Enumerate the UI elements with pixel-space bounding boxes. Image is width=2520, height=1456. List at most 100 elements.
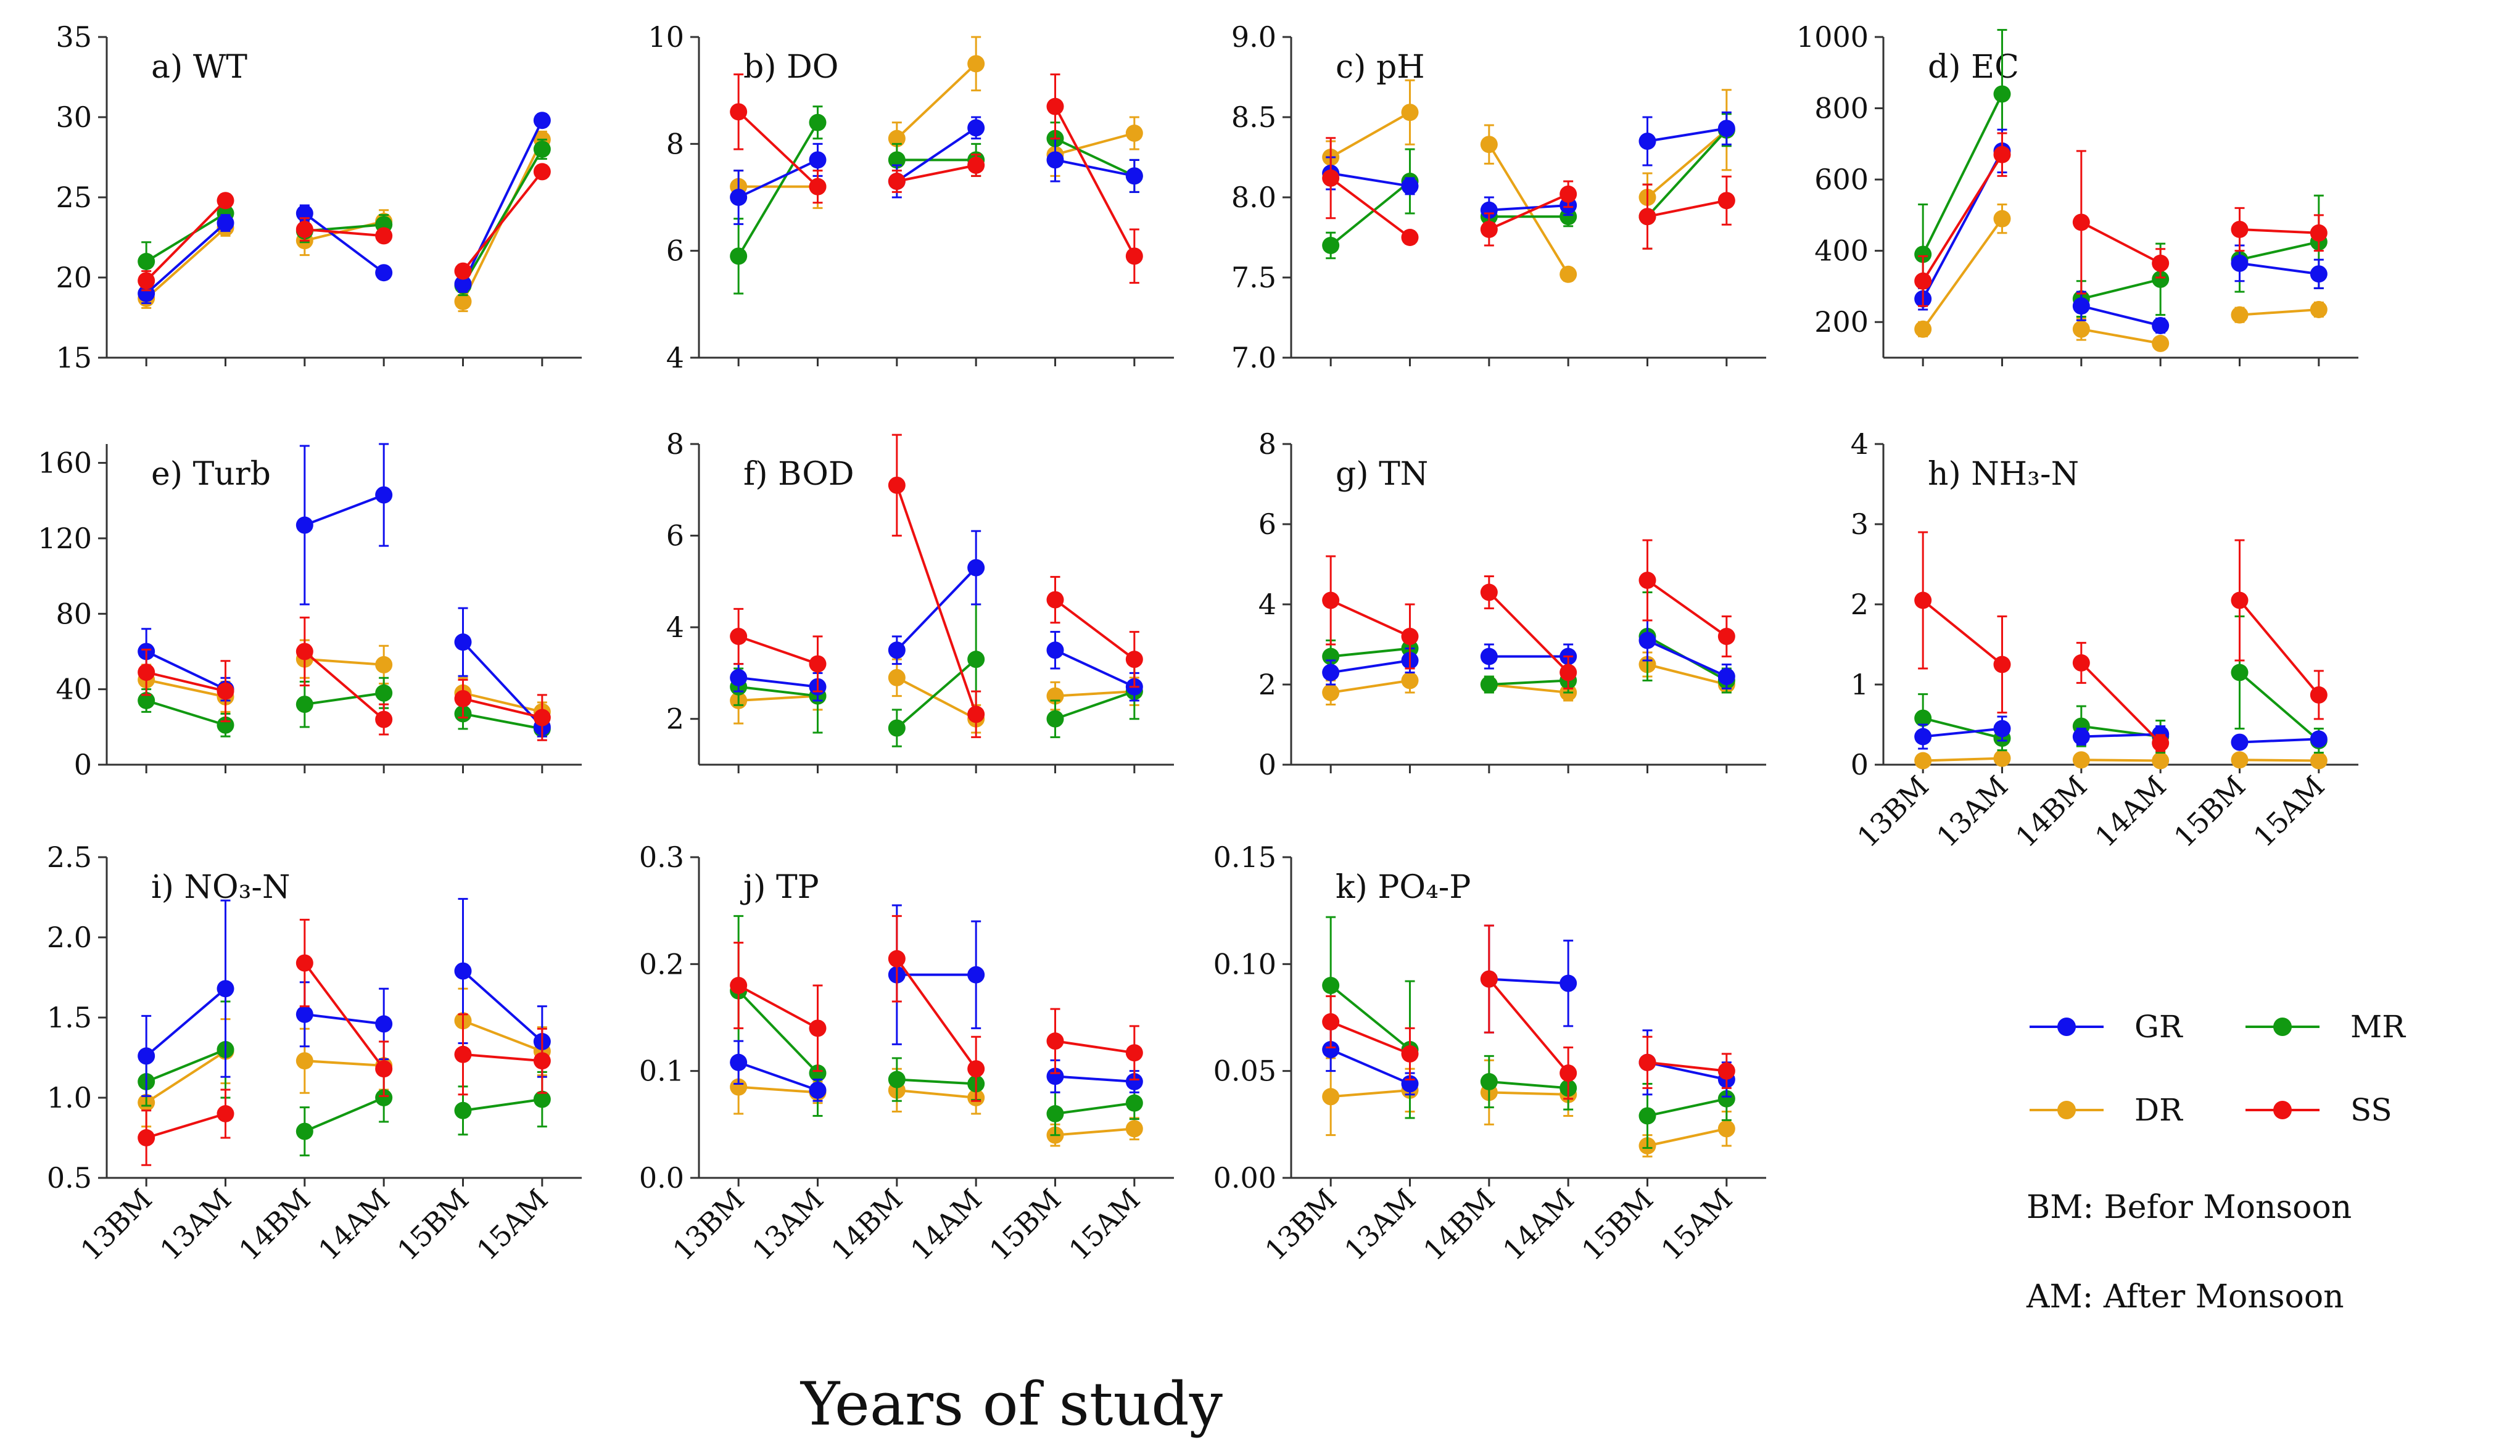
panel-title: d) EC bbox=[1928, 49, 2019, 86]
panel-d: 200 400 600 800 1000 d) EC bbox=[1796, 20, 2358, 366]
y-tick-label: 800 bbox=[1814, 92, 1869, 125]
series-line-SS bbox=[738, 635, 819, 665]
data-point-SS bbox=[730, 103, 748, 121]
data-point-GR bbox=[1914, 728, 1932, 746]
y-tick-label: 6 bbox=[1258, 508, 1276, 541]
data-point-SS bbox=[138, 1129, 155, 1146]
data-point-SS bbox=[1914, 272, 1932, 290]
data-point-DR bbox=[1322, 684, 1340, 701]
series-SS bbox=[1322, 137, 1735, 250]
data-point-DR bbox=[1401, 104, 1419, 121]
data-point-SS bbox=[888, 476, 906, 494]
data-point-MR bbox=[1717, 1090, 1735, 1108]
series-line-GR bbox=[1055, 1075, 1134, 1083]
data-point-GR bbox=[454, 275, 472, 293]
data-point-MR bbox=[1480, 676, 1498, 693]
data-point-DR bbox=[1322, 1088, 1340, 1106]
series-line-GR bbox=[461, 120, 543, 285]
data-point-MR bbox=[375, 1089, 393, 1106]
data-point-SS bbox=[533, 163, 551, 181]
data-point-SS bbox=[1560, 185, 1577, 203]
y-tick-label: 0.10 bbox=[1213, 947, 1276, 981]
data-point-MR bbox=[1993, 85, 2011, 103]
data-point-GR bbox=[1480, 648, 1498, 665]
data-point-GR bbox=[1046, 1067, 1064, 1085]
data-point-SS bbox=[888, 173, 906, 190]
series-line-GR bbox=[462, 641, 543, 728]
series-line-DR bbox=[304, 1059, 384, 1067]
y-tick-label: 25 bbox=[56, 181, 92, 214]
series-GR bbox=[1914, 715, 2328, 751]
panel-title: g) TN bbox=[1336, 456, 1428, 493]
y-tick-label: 4 bbox=[666, 341, 684, 374]
data-point-SS bbox=[375, 710, 393, 728]
series-line-GR bbox=[304, 1013, 384, 1026]
x-axis-title: Years of study bbox=[799, 1370, 1223, 1439]
series-SS bbox=[138, 918, 551, 1166]
data-point-SS bbox=[1401, 229, 1419, 246]
data-point-SS bbox=[1638, 572, 1656, 589]
y-tick-label: 200 bbox=[1814, 305, 1869, 339]
data-point-DR bbox=[2231, 306, 2249, 324]
series-line-GR bbox=[146, 650, 226, 691]
data-point-GR bbox=[1717, 120, 1735, 138]
data-point-SS bbox=[1125, 651, 1143, 668]
data-point-SS bbox=[138, 272, 155, 290]
y-tick-label: 120 bbox=[38, 522, 92, 555]
data-point-GR bbox=[138, 285, 155, 302]
y-tick-label: 4 bbox=[666, 611, 684, 644]
data-point-SS bbox=[1322, 1013, 1340, 1030]
series-line-MR bbox=[2239, 241, 2320, 261]
series-line-SS bbox=[146, 1113, 226, 1139]
series-line-GR bbox=[304, 493, 384, 527]
legend-note: AM: After Monsoon bbox=[2026, 1278, 2344, 1315]
series-line-DR bbox=[145, 226, 226, 300]
data-point-DR bbox=[2310, 752, 2328, 770]
series-line-SS bbox=[1646, 579, 1727, 638]
data-point-SS bbox=[730, 628, 748, 645]
data-point-SS bbox=[1401, 1045, 1419, 1063]
series-line-SS bbox=[1329, 177, 1411, 239]
data-point-SS bbox=[967, 705, 985, 723]
series-line-GR bbox=[896, 567, 977, 651]
series-line-MR bbox=[1922, 717, 2002, 740]
legend-marker bbox=[2273, 1101, 2292, 1119]
series-line-SS bbox=[1922, 599, 2003, 666]
data-point-GR bbox=[1638, 631, 1656, 649]
data-point-DR bbox=[1125, 1120, 1143, 1138]
y-tick-label: 400 bbox=[1814, 234, 1869, 268]
data-point-GR bbox=[967, 966, 985, 984]
data-point-SS bbox=[295, 221, 313, 238]
data-point-MR bbox=[295, 1122, 313, 1140]
y-tick-label: 6 bbox=[666, 234, 684, 268]
y-tick-label: 0.3 bbox=[639, 841, 684, 874]
y-tick-label: 8.5 bbox=[1231, 101, 1276, 134]
data-point-MR bbox=[888, 1071, 906, 1088]
data-point-MR bbox=[1638, 1107, 1656, 1125]
y-tick-label: 30 bbox=[56, 101, 92, 134]
data-point-GR bbox=[809, 1081, 827, 1099]
data-point-MR bbox=[454, 1101, 472, 1119]
data-point-DR bbox=[2152, 334, 2170, 352]
series-line-GR bbox=[1489, 977, 1569, 985]
series-line-MR bbox=[1055, 1101, 1135, 1115]
series-line-DR bbox=[146, 678, 226, 698]
series-line-DR bbox=[1922, 218, 2004, 330]
data-point-GR bbox=[1046, 151, 1064, 169]
data-point-SS bbox=[1993, 656, 2011, 673]
data-point-GR bbox=[375, 264, 393, 282]
panel-title: f) BOD bbox=[743, 456, 854, 493]
data-point-SS bbox=[2152, 254, 2170, 272]
series-line-MR bbox=[1922, 93, 2004, 255]
data-point-SS bbox=[1480, 970, 1498, 988]
data-point-GR bbox=[1993, 720, 2011, 738]
panel-a: 15 20 25 30 35 a) WT bbox=[56, 20, 582, 374]
series-line-DR bbox=[1489, 683, 1569, 694]
series-line-SS bbox=[1330, 1021, 1411, 1055]
series-line-MR bbox=[2239, 671, 2320, 742]
data-point-MR bbox=[2152, 270, 2170, 288]
data-point-DR bbox=[1717, 1120, 1735, 1138]
series-line-GR bbox=[896, 126, 977, 183]
data-point-MR bbox=[1046, 710, 1064, 728]
series-line-MR bbox=[1489, 679, 1569, 686]
